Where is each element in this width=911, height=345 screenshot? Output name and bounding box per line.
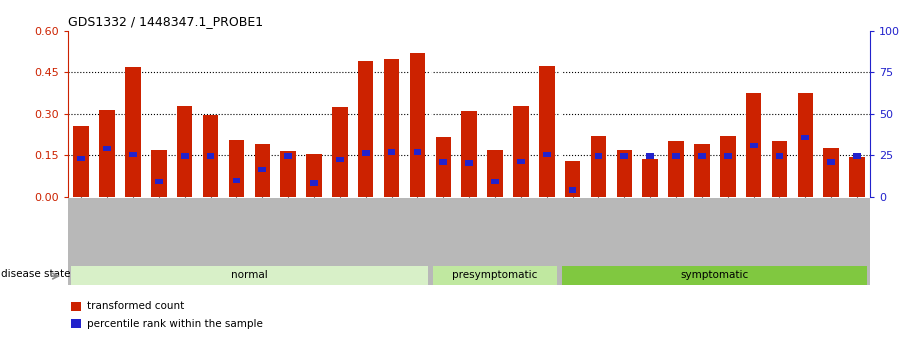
Bar [362, 150, 370, 156]
Bar [617, 150, 632, 197]
Bar [358, 61, 374, 197]
Bar [854, 153, 861, 159]
Bar [694, 144, 710, 197]
Bar [565, 161, 580, 197]
Bar [254, 144, 270, 197]
Text: GDS1332 / 1448347.1_PROBE1: GDS1332 / 1448347.1_PROBE1 [68, 14, 263, 28]
Text: percentile rank within the sample: percentile rank within the sample [87, 319, 263, 328]
Bar [232, 178, 241, 184]
Bar [439, 159, 447, 165]
Bar [336, 157, 343, 162]
Bar [802, 135, 809, 140]
Bar [698, 153, 706, 159]
Bar [798, 93, 814, 197]
Bar [155, 179, 163, 184]
Bar [539, 66, 555, 197]
Bar [125, 67, 140, 197]
Bar [595, 153, 602, 159]
Bar [410, 53, 425, 197]
Text: transformed count: transformed count [87, 302, 184, 311]
Text: disease state: disease state [2, 269, 71, 279]
Bar [284, 153, 292, 159]
Bar [543, 152, 550, 157]
Bar [103, 146, 111, 151]
Bar [517, 159, 525, 164]
Bar [724, 153, 732, 159]
Bar [99, 110, 115, 197]
Bar [388, 149, 395, 155]
Bar [207, 153, 214, 159]
Bar [129, 152, 137, 157]
Bar [620, 153, 629, 159]
Bar [333, 107, 348, 197]
Bar [772, 141, 787, 197]
Bar [590, 137, 606, 197]
Bar [177, 106, 192, 197]
Bar [824, 148, 839, 197]
Bar [466, 160, 473, 166]
Bar [306, 155, 322, 197]
Bar [672, 153, 680, 159]
Bar [746, 93, 762, 197]
Text: symptomatic: symptomatic [681, 270, 749, 280]
Bar [229, 140, 244, 197]
Text: normal: normal [231, 270, 268, 280]
Bar [568, 187, 577, 193]
Bar [827, 159, 835, 165]
Bar [414, 149, 421, 155]
Bar [461, 111, 477, 197]
Bar [646, 153, 654, 159]
Bar [562, 266, 867, 285]
Bar [71, 266, 428, 285]
Bar [259, 167, 266, 172]
Bar [513, 106, 528, 197]
Bar [435, 137, 451, 197]
Bar [203, 115, 219, 197]
Bar [720, 136, 735, 197]
Bar [281, 151, 296, 197]
Bar [849, 157, 865, 197]
Bar [180, 153, 189, 159]
Bar [71, 319, 81, 328]
Bar [310, 180, 318, 186]
Bar [775, 153, 783, 159]
Bar [151, 150, 167, 197]
Bar [491, 179, 499, 184]
Bar [642, 159, 658, 197]
Text: presymptomatic: presymptomatic [453, 270, 537, 280]
Bar [77, 156, 85, 161]
Bar [750, 143, 758, 148]
Bar [71, 302, 81, 311]
Bar [433, 266, 558, 285]
Bar [74, 126, 89, 197]
Bar [669, 141, 684, 197]
Bar [487, 150, 503, 197]
Bar [384, 59, 399, 197]
